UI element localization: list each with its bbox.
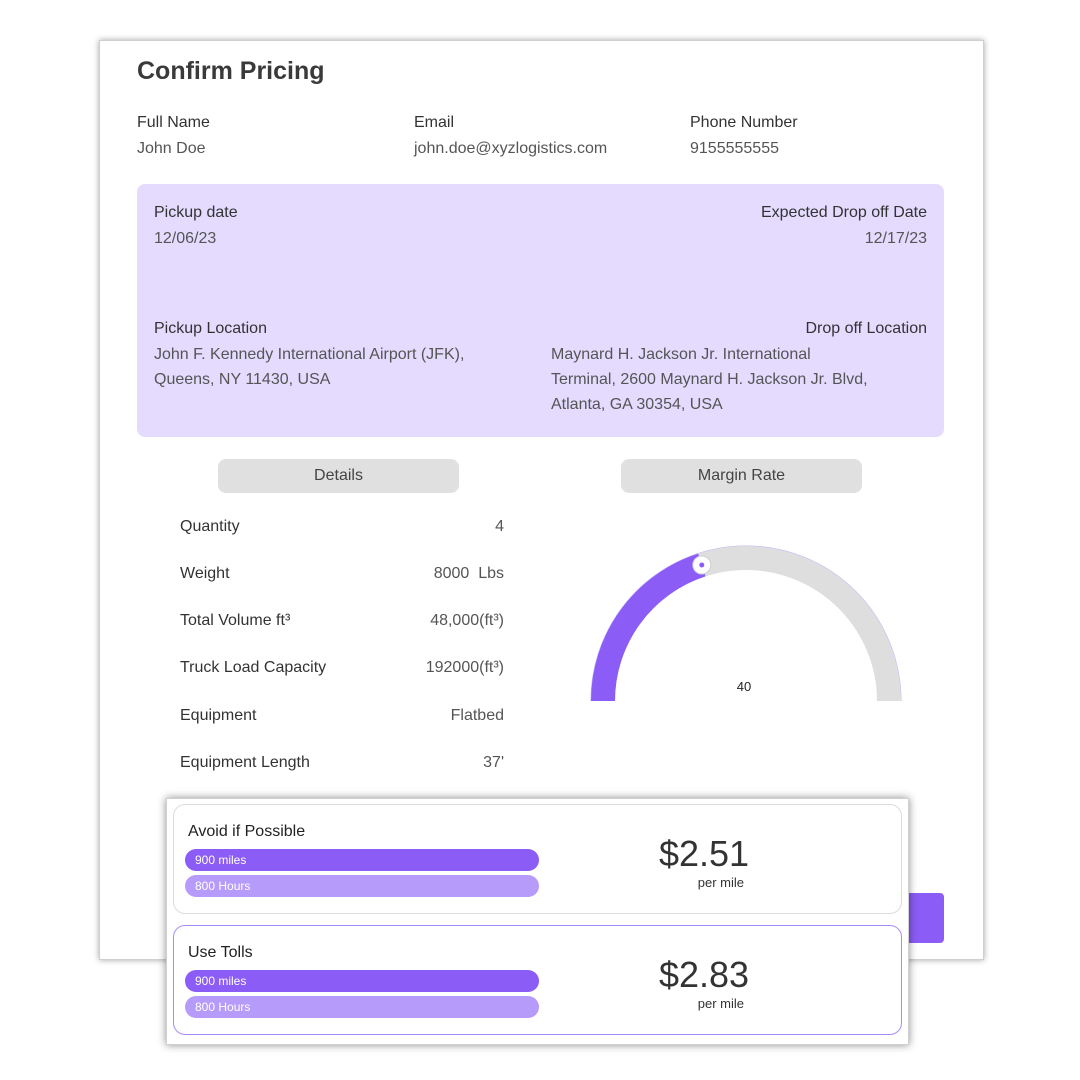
detail-row-equipment-length: Equipment Length 37' — [180, 754, 504, 771]
duration-bar: 800 Hours — [185, 875, 539, 897]
confirm-button[interactable] — [904, 893, 944, 943]
email-label: Email — [414, 114, 455, 131]
pickup-location-label: Pickup Location — [154, 320, 267, 337]
route-option-avoid-tolls[interactable]: Avoid if Possible 900 miles 800 Hours $2… — [173, 804, 902, 914]
email-value: john.doe@xyzlogistics.com — [414, 140, 608, 157]
margin-rate-gauge[interactable]: 40 — [590, 544, 902, 704]
full-name-value: John Doe — [137, 140, 206, 157]
distance-bar: 900 miles — [185, 970, 539, 992]
distance-bar: 900 miles — [185, 849, 539, 871]
detail-row-weight: Weight 8000 Lbs — [180, 565, 504, 582]
option-title: Use Tolls — [188, 944, 253, 961]
details-tab[interactable]: Details — [218, 459, 459, 493]
detail-row-quantity: Quantity 4 — [180, 518, 504, 535]
margin-rate-tab[interactable]: Margin Rate — [621, 459, 862, 493]
gauge-value-label: 40 — [737, 679, 751, 694]
pickup-location-value: John F. Kennedy International Airport (J… — [154, 346, 465, 388]
phone-label: Phone Number — [690, 114, 798, 131]
route-options-popup: Avoid if Possible 900 miles 800 Hours $2… — [166, 798, 909, 1045]
page-title: Confirm Pricing — [137, 57, 325, 85]
shipment-summary-panel: Pickup date 12/06/23 Expected Drop off D… — [137, 184, 944, 437]
detail-row-equipment: Equipment Flatbed — [180, 707, 504, 724]
duration-bar: 800 Hours — [185, 996, 539, 1018]
pickup-date-value: 12/06/23 — [154, 230, 217, 247]
dropoff-date-label: Expected Drop off Date — [760, 204, 927, 221]
dropoff-date-value: 12/17/23 — [864, 230, 927, 247]
gauge-fill — [591, 553, 706, 702]
phone-value: 9155555555 — [690, 140, 779, 157]
detail-row-truck-load-capacity: Truck Load Capacity 192000(ft³) — [180, 659, 504, 676]
detail-row-total-volume: Total Volume ft³ 48,000(ft³) — [180, 612, 504, 629]
full-name-label: Full Name — [137, 114, 210, 131]
price-value: $2.51 — [658, 833, 750, 874]
pickup-date-label: Pickup date — [154, 204, 238, 221]
dropoff-location-label: Drop off Location — [805, 320, 927, 337]
price-value: $2.83 — [658, 954, 750, 995]
price-unit: per mile — [697, 875, 744, 890]
option-title: Avoid if Possible — [188, 823, 306, 840]
gauge-knob-center — [699, 562, 705, 568]
route-option-use-tolls[interactable]: Use Tolls 900 miles 800 Hours $2.83 per … — [173, 925, 902, 1035]
price-unit: per mile — [697, 996, 744, 1011]
dropoff-location-value: Maynard H. Jackson Jr. International Ter… — [551, 346, 868, 413]
